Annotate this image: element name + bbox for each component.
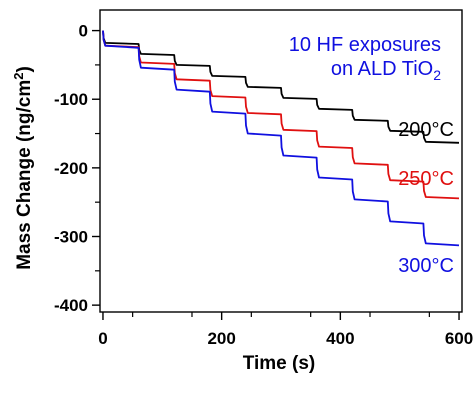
y-tick-label-2: -200: [54, 159, 88, 178]
x-tick-label-0: 0: [98, 329, 107, 348]
y-tick-label-0: 0: [79, 22, 88, 41]
series-lines: [102, 30, 460, 247]
y-axis-label-sup: 2: [11, 73, 26, 80]
series-label-200: 200°C: [398, 119, 454, 141]
y-axis-label-end: ): [14, 66, 35, 72]
series-label-250: 250°C: [398, 168, 454, 190]
axes: 0 200 400 600 0 -100 -200 -300 -400: [54, 22, 473, 348]
annotation-line-2: on ALD TiO2: [331, 58, 441, 83]
y-tick-label-3: -300: [54, 228, 88, 247]
plot-area: [99, 9, 463, 313]
x-tick-label-600: 600: [445, 329, 473, 348]
annotation-line-1: 10 HF exposures: [289, 34, 441, 56]
annotation-line-2-subscript: 2: [433, 67, 441, 83]
annotation-line-2-text: on ALD TiO: [331, 58, 433, 80]
x-tick-label-200: 200: [207, 329, 235, 348]
x-tick-label-400: 400: [326, 329, 354, 348]
y-tick-label-4: -400: [54, 296, 88, 315]
y-axis-label-main: Mass Change (ng/cm: [14, 80, 35, 270]
y-axis-label: Mass Change (ng/cm2): [11, 66, 35, 270]
series-line-2: [102, 30, 460, 247]
series-line-0: [102, 30, 460, 144]
y-tick-label-1: -100: [54, 90, 88, 109]
x-axis-label: Time (s): [243, 353, 316, 374]
series-label-300: 300°C: [398, 255, 454, 277]
series-line-1: [102, 30, 460, 200]
plot-frame: [99, 9, 463, 313]
